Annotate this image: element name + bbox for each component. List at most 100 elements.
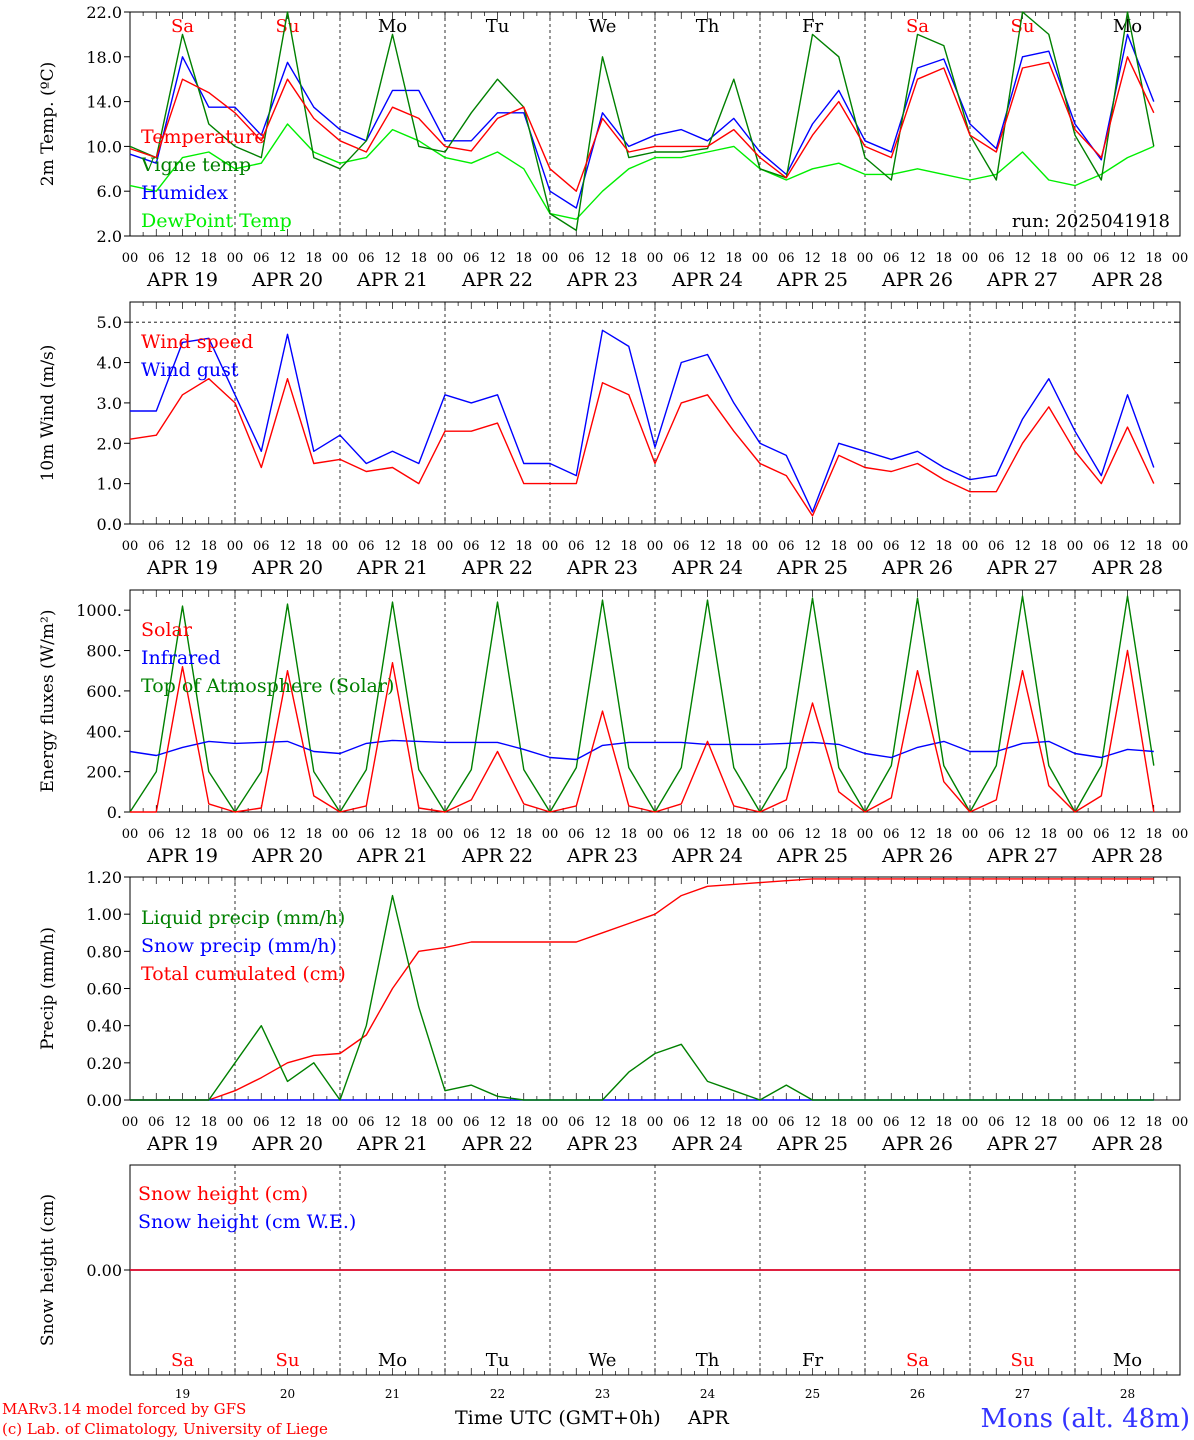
hour-tick-label: 00 (227, 827, 244, 842)
hour-tick-label: 06 (568, 539, 585, 554)
date-label: APR 26 (881, 557, 953, 579)
run-annotation: run: 2025041918 (1012, 211, 1170, 232)
hour-tick-label: 06 (148, 827, 165, 842)
hour-tick-label: 18 (830, 827, 847, 842)
hour-tick-label: 06 (778, 1115, 795, 1130)
date-label: APR 25 (776, 557, 848, 579)
date-label: APR 28 (1091, 557, 1163, 579)
weekday-label: Sa (906, 16, 929, 37)
hour-tick-label: 18 (200, 539, 217, 554)
y-tick-label: 600. (86, 682, 122, 701)
hour-tick-label: 12 (699, 539, 716, 554)
hour-tick-label: 12 (279, 827, 296, 842)
weekday-label: Mo (1113, 16, 1142, 37)
hour-tick-label: 06 (148, 251, 165, 266)
date-label: APR 21 (356, 269, 428, 291)
hour-tick-label: 00 (542, 827, 559, 842)
legend-entry: DewPoint Temp (141, 210, 292, 232)
hour-tick-label: 12 (279, 1115, 296, 1130)
date-label: APR 25 (776, 1133, 848, 1155)
hour-tick-label: 06 (568, 827, 585, 842)
hour-tick-label: 00 (227, 1115, 244, 1130)
y-tick-label: 0.00 (86, 1091, 122, 1110)
hour-tick-label: 06 (673, 1115, 690, 1130)
series-line (130, 878, 1154, 1101)
date-label: APR 21 (356, 1133, 428, 1155)
weekday-label: Th (696, 16, 720, 37)
hour-tick-label: 06 (358, 1115, 375, 1130)
date-label: APR 22 (461, 557, 533, 579)
hour-tick-label: 18 (620, 1115, 637, 1130)
weekday-label: Sa (171, 1350, 194, 1371)
hour-tick-label: 12 (489, 539, 506, 554)
hour-tick-label: 06 (463, 1115, 480, 1130)
hour-tick-label: 18 (830, 539, 847, 554)
hour-tick-label: 12 (174, 539, 191, 554)
hour-tick-label: 00 (647, 827, 664, 842)
hour-tick-label: 12 (489, 251, 506, 266)
hour-tick-label: 18 (305, 827, 322, 842)
panel-1: 2.0 6.0 10.0 14.0 18.0 22.0 2m Temp. (ºC) Sa Su M… (38, 3, 1188, 291)
hour-tick-label: 06 (988, 539, 1005, 554)
hour-tick-label: 00 (752, 539, 769, 554)
y-tick-label: 0. (107, 803, 122, 822)
hour-tick-label: 18 (515, 1115, 532, 1130)
hour-tick-label: 06 (463, 827, 480, 842)
hour-tick-label: 06 (673, 539, 690, 554)
legend-entry: Snow precip (mm/h) (141, 935, 337, 957)
hour-tick-label: 06 (1093, 827, 1110, 842)
y-axis-title: Precip (mm/h) (38, 927, 58, 1050)
hour-tick-label: 06 (673, 827, 690, 842)
y-tick-label: 1.0 (97, 475, 122, 494)
hour-tick-label: 12 (279, 251, 296, 266)
y-tick-label: 2.0 (97, 434, 122, 453)
hour-tick-label: 12 (594, 827, 611, 842)
panel-5: 0.00 Snow height (cm) Sa 19 Su 20 Mo 21 Tu 22 We 23… (38, 1164, 1181, 1401)
legend-entry: Infrared (141, 647, 221, 669)
series-line (130, 649, 1155, 813)
date-label: APR 25 (776, 269, 848, 291)
y-tick-label: 22.0 (86, 3, 122, 22)
date-label: APR 28 (1091, 269, 1163, 291)
hour-tick-label: 12 (909, 1115, 926, 1130)
weekday-label: Mo (1113, 1350, 1142, 1371)
day-number-label: 25 (805, 1387, 820, 1401)
date-label: APR 23 (566, 845, 638, 867)
hour-tick-label: 00 (962, 251, 979, 266)
legend-entry: Wind speed (141, 331, 253, 353)
legend-entry: Vigne temp (140, 154, 251, 176)
y-tick-label: 0.00 (86, 1261, 122, 1280)
hour-tick-label: 06 (1093, 1115, 1110, 1130)
hour-tick-label: 12 (1014, 827, 1031, 842)
hour-tick-label: 00 (332, 827, 349, 842)
hour-tick-label: 06 (883, 539, 900, 554)
hour-tick-label: 12 (699, 827, 716, 842)
hour-tick-label: 00 (542, 251, 559, 266)
hour-tick-label: 06 (778, 251, 795, 266)
date-label: APR 23 (566, 557, 638, 579)
series-line (129, 33, 1155, 209)
date-label: APR 24 (671, 269, 743, 291)
hour-tick-label: 18 (830, 251, 847, 266)
hour-tick-label: 00 (962, 539, 979, 554)
series-line (129, 739, 1154, 761)
hour-tick-label: 00 (857, 827, 874, 842)
date-label: APR 19 (146, 557, 218, 579)
y-tick-label: 400. (86, 722, 122, 741)
hour-tick-label: 00 (437, 251, 454, 266)
hour-tick-label: 18 (515, 827, 532, 842)
hour-tick-label: 06 (253, 827, 270, 842)
series-line (129, 123, 1155, 220)
hour-tick-label: 12 (1014, 251, 1031, 266)
hour-tick-label: 12 (804, 539, 821, 554)
hour-tick-label: 18 (725, 827, 742, 842)
weekday-label: Fr (802, 1350, 823, 1371)
hour-tick-label: 00 (857, 1115, 874, 1130)
hour-tick-label: 00 (647, 539, 664, 554)
hour-tick-label: 06 (988, 251, 1005, 266)
hour-tick-label: 00 (1172, 251, 1189, 266)
hour-tick-label: 00 (437, 827, 454, 842)
hour-tick-label: 00 (332, 539, 349, 554)
footer-credit-line1: MARv3.14 model forced by GFS (2, 1400, 246, 1418)
hour-tick-label: 06 (148, 1115, 165, 1130)
